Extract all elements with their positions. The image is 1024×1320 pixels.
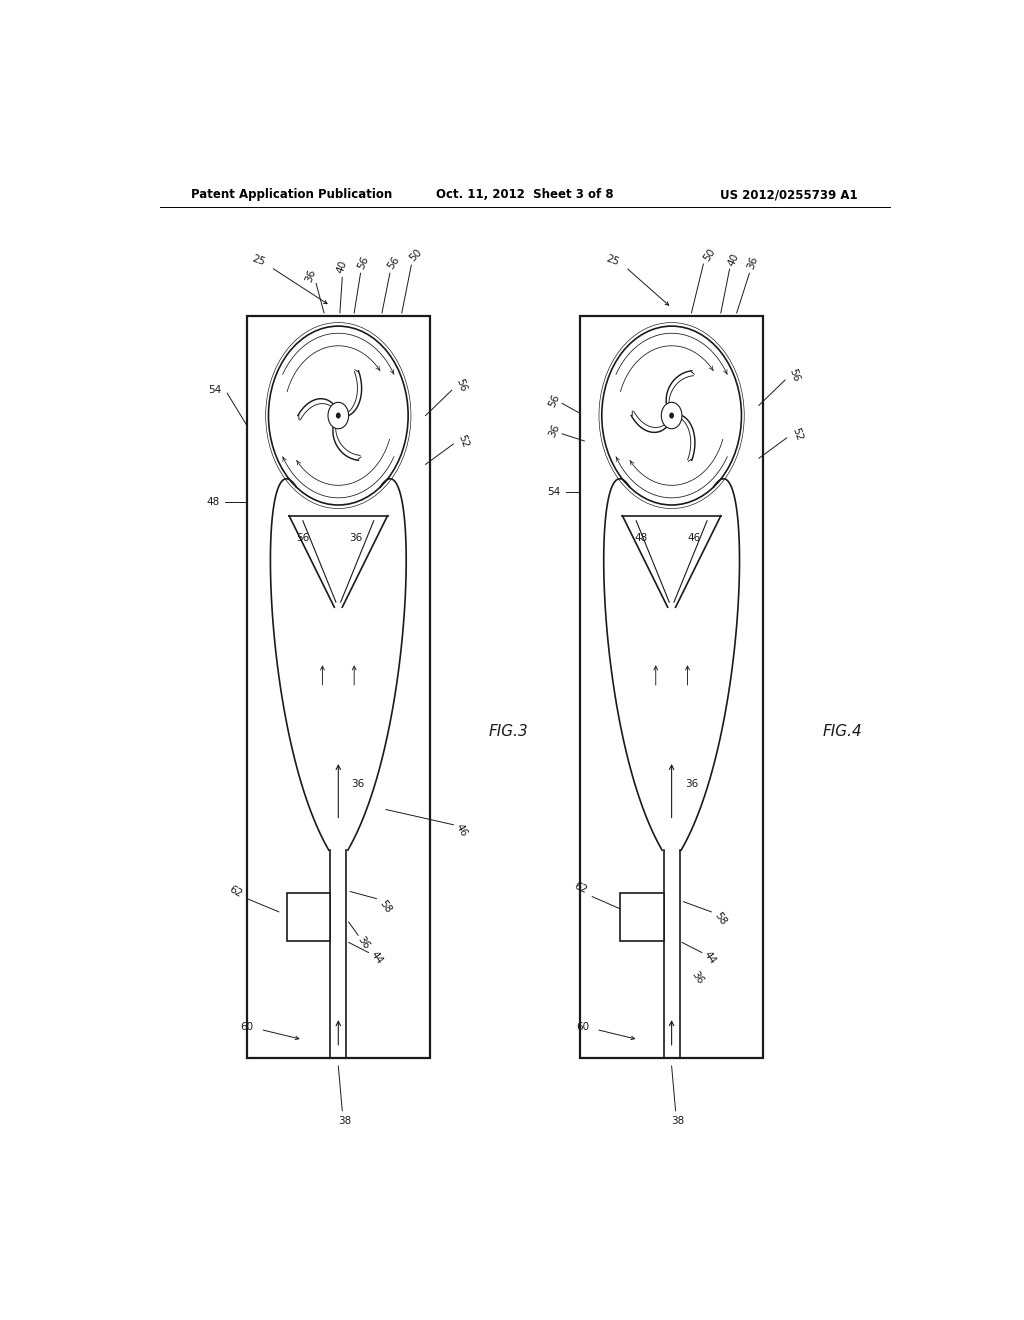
Text: 52: 52 [457, 433, 471, 449]
Text: 44: 44 [369, 949, 384, 966]
Text: 36: 36 [355, 935, 372, 950]
Text: US 2012/0255739 A1: US 2012/0255739 A1 [721, 189, 858, 202]
Circle shape [670, 413, 674, 418]
Text: 52: 52 [791, 426, 804, 442]
Bar [247, 315, 430, 1057]
Text: 38: 38 [672, 1115, 685, 1126]
Text: 36: 36 [689, 970, 705, 986]
Text: 50: 50 [408, 247, 424, 263]
Text: 62: 62 [572, 882, 589, 896]
Text: Patent Application Publication: Patent Application Publication [191, 189, 393, 202]
Text: 56: 56 [356, 255, 371, 271]
Text: 44: 44 [701, 949, 718, 966]
Text: 40: 40 [726, 252, 740, 268]
Text: 54: 54 [548, 487, 561, 496]
Text: 58: 58 [378, 899, 394, 915]
Text: 36: 36 [685, 779, 698, 789]
Text: 36: 36 [745, 255, 760, 271]
Text: 40: 40 [335, 259, 349, 275]
Text: 36: 36 [351, 779, 365, 789]
Text: 46: 46 [454, 821, 469, 838]
Text: 56: 56 [787, 367, 802, 383]
Text: 48: 48 [635, 533, 648, 543]
Circle shape [336, 413, 341, 418]
Text: 36: 36 [547, 422, 561, 440]
Text: 58: 58 [713, 911, 729, 927]
Text: 46: 46 [687, 533, 700, 543]
Text: FIG.4: FIG.4 [822, 723, 862, 739]
Bar [287, 892, 331, 941]
Text: 60: 60 [577, 1023, 589, 1032]
Text: 62: 62 [227, 884, 244, 899]
Text: 56: 56 [296, 533, 309, 543]
Text: Oct. 11, 2012  Sheet 3 of 8: Oct. 11, 2012 Sheet 3 of 8 [436, 189, 613, 202]
Text: 50: 50 [701, 247, 718, 263]
Text: 54: 54 [209, 385, 222, 395]
Circle shape [328, 403, 348, 429]
Text: 48: 48 [206, 496, 219, 507]
Text: 56: 56 [547, 392, 561, 408]
Text: 25: 25 [604, 253, 620, 267]
Text: FIG.3: FIG.3 [489, 723, 528, 739]
Text: 60: 60 [241, 1023, 254, 1032]
Text: 38: 38 [338, 1115, 351, 1126]
Text: 56: 56 [386, 255, 401, 272]
Bar [620, 892, 664, 941]
Bar [581, 315, 763, 1057]
Text: 56: 56 [455, 378, 468, 393]
Circle shape [662, 403, 682, 429]
Text: 36: 36 [349, 533, 362, 543]
Text: 25: 25 [251, 253, 267, 267]
Text: 36: 36 [303, 268, 317, 284]
